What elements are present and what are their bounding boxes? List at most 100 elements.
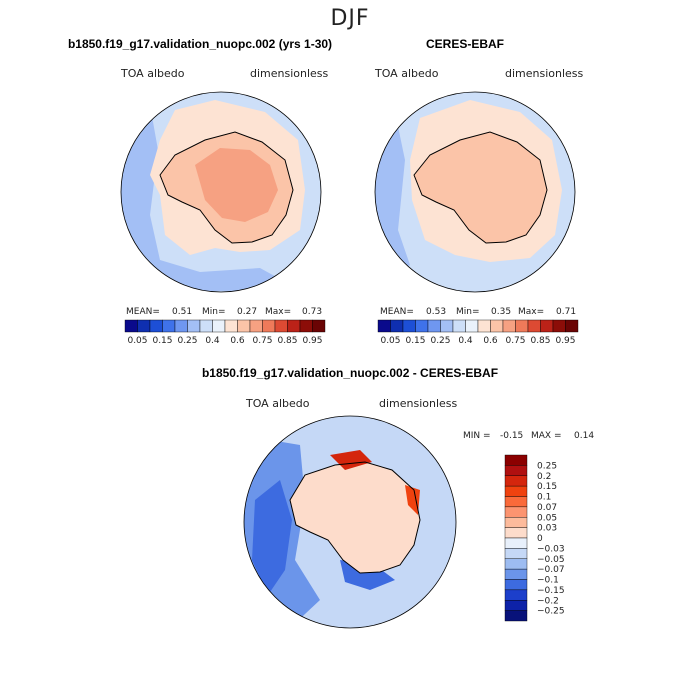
- panel-1-colorbar-tick-label: 0.15: [152, 336, 172, 346]
- panel-1-frame: [120, 91, 322, 293]
- panel-1-colorbar-swatch: [262, 319, 276, 333]
- panel-3-colorbar-tick-label: 0.2: [537, 472, 551, 482]
- panel-3-strong-negative-west: [252, 480, 292, 595]
- panel-3-positive-coast: [330, 450, 372, 470]
- panel-2-colorbar-swatch: [427, 319, 441, 333]
- panel-3-colorbar: 0.250.20.150.10.070.050.030−0.03−0.05−0.…: [504, 454, 565, 622]
- panel-3-max-label: MAX =: [531, 431, 562, 441]
- panel-1-min-value: 0.27: [237, 307, 258, 317]
- panel-3-colorbar-tick-label: −0.05: [537, 555, 565, 565]
- panel-2-max-label: Max=: [518, 307, 545, 317]
- panel-3-colorbar-tick-label: −0.15: [537, 586, 565, 596]
- panel-1-colorbar-swatch: [187, 319, 201, 333]
- panel-2-colorbar-swatch: [440, 319, 454, 333]
- panel-3-continent-field: [290, 462, 420, 573]
- panel-1-plateau-fill: [195, 148, 278, 222]
- panel-3-colorbar-swatch: [504, 537, 528, 549]
- panel-2-max-value: 0.71: [556, 307, 577, 317]
- panel-1-colorbar-swatch: [224, 319, 238, 333]
- panel-2-colorbar-swatch: [402, 319, 416, 333]
- panel-3-units: dimensionless: [379, 397, 458, 410]
- panel-2-colorbar-swatch: [465, 319, 479, 333]
- panel-1-colorbar-tick-label: 0.6: [230, 336, 245, 346]
- panel-2-colorbar-swatch: [477, 319, 491, 333]
- panel-1-colorbar: 0.05 0.15 0.25 0.4 0.6 0.75 0.85 0.95: [124, 319, 326, 346]
- panel-2-colorbar-tick-label: 0.75: [505, 336, 525, 346]
- panel-1-colorbar-swatch: [237, 319, 251, 333]
- panel-1-colorbar-tick-label: 0.4: [205, 336, 220, 346]
- panel-2-colorbar-swatch: [565, 319, 579, 333]
- panel-2-colorbar-swatch: [377, 319, 391, 333]
- panel-3-colorbar-tick-label: 0.15: [537, 482, 557, 492]
- panel-3-colorbar-swatch: [504, 589, 528, 601]
- panel-3-positive-east: [405, 485, 420, 515]
- panel-3-colorbar-tick-label: 0: [537, 534, 543, 544]
- panel-2-colorbar-swatch: [540, 319, 554, 333]
- panel-1-max-value: 0.73: [302, 307, 323, 317]
- panel-2-antarctica-fill: [414, 132, 547, 243]
- panel-1-colorbar-tick-label: 0.05: [127, 336, 147, 346]
- panel-3-colorbar-swatch: [504, 496, 528, 508]
- panel-1-mean-label: MEAN=: [126, 307, 160, 317]
- panel-1-colorbar-swatch: [312, 319, 326, 333]
- panel-1-min-label: Min=: [202, 307, 226, 317]
- panel-3-map: [244, 416, 456, 628]
- panel-3-colorbar-swatch: [504, 610, 528, 622]
- panel-2-colorbar-swatch: [515, 319, 529, 333]
- panel-3-colorbar-swatch: [504, 600, 528, 611]
- panel-3-colorbar-swatch: [504, 465, 528, 476]
- panel-2-colorbar-tick-label: 0.4: [458, 336, 473, 346]
- panel-2-mean-value: 0.53: [426, 307, 447, 317]
- panel-3-colorbar-tick-label: −0.1: [537, 576, 559, 586]
- panel-2-colorbar-swatch: [415, 319, 429, 333]
- panel-2-colorbar-tick-label: 0.6: [483, 336, 498, 346]
- panel-1-mean-value: 0.51: [172, 307, 193, 317]
- panel-2-colorbar-swatch: [390, 319, 404, 333]
- panel-3-min-label: MIN =: [463, 431, 491, 441]
- panel-3-colorbar-tick-label: 0.05: [537, 513, 557, 523]
- panel-2-colorbar-tick-label: 0.05: [380, 336, 400, 346]
- panel-1-colorbar-swatch: [137, 319, 151, 333]
- panel-1-colorbar-tick-label: 0.95: [302, 336, 322, 346]
- panel-3-colorbar-swatch: [504, 506, 528, 518]
- panel-1-title: b1850.f19_g17.validation_nuopc.002 (yrs …: [67, 37, 333, 51]
- panel-1-colorbar-swatch: [162, 319, 176, 333]
- panel-3-colorbar-swatch: [504, 517, 528, 528]
- panel-3-colorbar-tick-label: 0.25: [537, 461, 557, 471]
- panel-2-frame: [374, 91, 576, 293]
- panel-1-colorbar-tick-label: 0.75: [252, 336, 272, 346]
- panel-3-colorbar-swatch: [504, 558, 528, 570]
- panel-2-min-value: 0.35: [491, 307, 512, 317]
- panel-3-colorbar-swatch: [504, 579, 528, 591]
- panel-3-colorbar-swatch: [504, 548, 528, 559]
- panel-3-colorbar-swatch: [504, 475, 528, 487]
- panel-3-title: b1850.f19_g17.validation_nuopc.002 - CER…: [201, 366, 499, 380]
- panel-2-colorbar-swatch: [527, 319, 541, 333]
- panel-1-coastline: [159, 131, 294, 244]
- panel-3-variable: TOA albedo: [246, 397, 310, 410]
- season-title: DJF: [330, 6, 370, 31]
- panel-1-colorbar-swatch: [212, 319, 226, 333]
- panel-3-coastline: [289, 461, 421, 574]
- panel-2-colorbar-swatch: [552, 319, 566, 333]
- panel-2-map: [375, 92, 575, 292]
- panel-1-max-label: Max=: [265, 307, 292, 317]
- panel-2-colorbar: 0.05 0.15 0.25 0.4 0.6 0.75 0.85 0.95: [377, 319, 579, 346]
- panel-1-colorbar-tick-label: 0.25: [177, 336, 197, 346]
- panel-1-colorbar-swatch: [287, 319, 301, 333]
- panel-1-colorbar-tick-label: 0.85: [277, 336, 297, 346]
- panel-2-colorbar-tick-label: 0.85: [530, 336, 550, 346]
- panel-2-title: CERES-EBAF: [425, 37, 504, 51]
- panel-1-map: [121, 92, 321, 292]
- panel-1-variable: TOA albedo: [121, 67, 185, 80]
- panel-2-colorbar-tick-label: 0.25: [430, 336, 450, 346]
- panel-3-colorbar-swatch: [504, 568, 528, 580]
- panel-3-max-value: 0.14: [574, 431, 595, 441]
- panel-3-colorbar-tick-label: 0.1: [537, 493, 551, 503]
- panel-3-colorbar-tick-label: −0.2: [537, 596, 559, 606]
- panel-2-colorbar-swatch: [502, 319, 516, 333]
- panel-2-colorbar-swatch: [452, 319, 466, 333]
- panel-3-min-value: -0.15: [500, 431, 524, 441]
- panel-3-colorbar-swatch: [504, 454, 528, 466]
